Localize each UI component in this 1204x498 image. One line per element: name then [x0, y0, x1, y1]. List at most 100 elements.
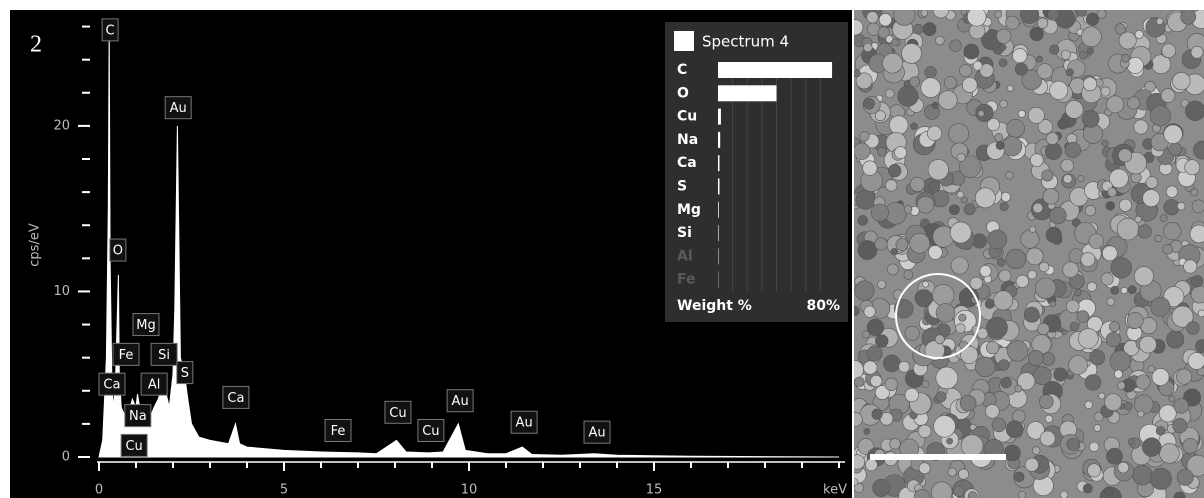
sem-grain	[1050, 45, 1059, 54]
sem-grain	[1183, 438, 1198, 453]
sem-grain	[1016, 275, 1029, 288]
sem-grain	[887, 264, 898, 275]
sem-image	[845, 1, 1204, 498]
sem-grain	[1006, 16, 1019, 29]
sem-grain	[1040, 431, 1055, 446]
sem-grain	[1191, 275, 1203, 287]
sem-grain	[1162, 44, 1176, 58]
sem-grain	[1070, 322, 1079, 331]
x-tick-label: 15	[646, 483, 663, 498]
sem-grain	[1101, 87, 1110, 96]
sem-grain	[944, 76, 956, 88]
sem-grain	[1191, 46, 1203, 58]
sem-grain	[1028, 270, 1037, 279]
sem-grain	[1037, 18, 1048, 29]
sem-grain	[1161, 89, 1175, 103]
sem-grain	[885, 89, 894, 98]
sem-grain	[898, 86, 918, 106]
sem-grain	[1160, 443, 1180, 463]
peak-label: Au	[452, 394, 469, 409]
sem-grain	[888, 164, 901, 177]
sem-grain	[910, 77, 920, 87]
sem-grain	[877, 147, 886, 156]
figure: 2 05101501020CAuOMgFeSiCaAlSNaCuCaFeCuCu…	[0, 0, 1204, 498]
sem-grain	[932, 284, 954, 306]
sem-grain	[870, 375, 882, 387]
sem-grain	[851, 479, 858, 486]
sem-grain	[1138, 411, 1144, 417]
sem-grain	[1000, 202, 1008, 210]
sem-grain	[1191, 189, 1198, 196]
sem-grain	[999, 59, 1007, 67]
sem-grain	[985, 404, 999, 418]
peak-label: O	[113, 244, 123, 259]
sem-grain	[896, 239, 908, 251]
sem-grain	[925, 66, 937, 78]
sem-grain	[992, 418, 1006, 432]
panel-label: 2	[30, 32, 42, 58]
sem-grain	[1169, 396, 1175, 402]
peak-label: Au	[170, 101, 187, 116]
sem-grain	[995, 11, 1002, 18]
sem-grain	[1006, 172, 1014, 180]
sem-grain	[860, 132, 870, 142]
sem-grain	[973, 61, 982, 70]
inset-bar	[718, 62, 832, 78]
sem-grain	[1018, 110, 1025, 117]
sem-grain	[1026, 248, 1043, 265]
sem-grain	[950, 40, 962, 52]
sem-grain	[1045, 143, 1062, 160]
sem-grain	[867, 12, 879, 24]
y-tick-label: 20	[53, 118, 70, 133]
inset-category: C	[677, 62, 687, 78]
inset-category: Ca	[677, 155, 697, 171]
sem-grain	[1111, 286, 1119, 294]
sem-grain	[996, 29, 1011, 44]
sem-grain	[1136, 375, 1151, 390]
sem-grain	[864, 98, 875, 109]
sem-grain	[902, 43, 922, 63]
sem-grain	[1015, 63, 1027, 75]
sem-grain	[1118, 382, 1126, 390]
sem-grain	[1007, 85, 1013, 91]
sem-grain	[885, 378, 898, 391]
sem-grain	[1042, 353, 1055, 366]
sem-grain	[923, 23, 936, 36]
sem-grain	[1058, 119, 1068, 129]
sem-grain	[1074, 289, 1081, 296]
sem-grain	[1066, 300, 1079, 313]
inset-title: Spectrum 4	[702, 33, 789, 51]
sem-grain	[918, 425, 931, 438]
sem-grain	[1181, 9, 1196, 24]
sem-grain	[935, 36, 944, 45]
sem-grain	[1078, 175, 1084, 181]
sem-grain	[959, 65, 971, 77]
sem-grain	[1089, 442, 1099, 452]
sem-grain	[1021, 230, 1039, 248]
sem-grain	[877, 280, 886, 289]
sem-grain	[1150, 468, 1171, 489]
sem-grain	[890, 438, 901, 449]
sem-grain	[936, 392, 946, 402]
sem-grain	[1049, 207, 1066, 224]
sem-grain	[883, 53, 903, 73]
sem-grain	[1094, 424, 1101, 431]
sem-grain	[1028, 107, 1044, 123]
sem-grain	[1083, 77, 1097, 91]
sem-grain	[1007, 341, 1028, 362]
sem-grain	[995, 133, 1003, 141]
sem-grain	[1166, 331, 1184, 349]
sem-grain	[1160, 214, 1167, 221]
inset-bar	[718, 109, 721, 125]
sem-grain	[919, 463, 930, 474]
sem-grain	[956, 324, 966, 334]
sem-grain	[1039, 395, 1053, 409]
sem-grain	[1048, 9, 1059, 20]
sem-grain	[1002, 137, 1021, 156]
sem-grain	[1083, 484, 1092, 493]
sem-grain	[891, 39, 898, 46]
sem-grain	[1127, 312, 1143, 328]
inset-bar	[718, 85, 777, 101]
sem-grain	[1138, 225, 1152, 239]
sem-grain	[980, 265, 991, 276]
